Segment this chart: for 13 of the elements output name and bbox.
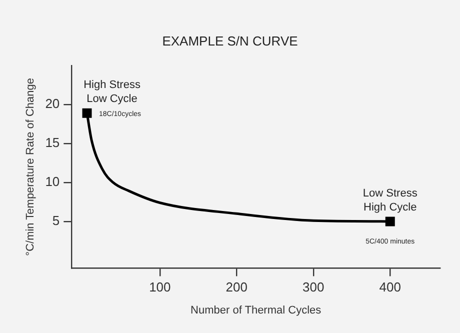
y-axis-title: °C/min Temperature Rate of Change bbox=[24, 78, 37, 256]
y-tick-label: 20 bbox=[45, 96, 60, 112]
y-tick-label: 10 bbox=[45, 174, 60, 190]
y-tick-label: 5 bbox=[52, 213, 60, 228]
x-tick-label: 300 bbox=[302, 280, 324, 295]
x-tick-label: 200 bbox=[226, 280, 248, 295]
annotation: High Stress Low Cycle bbox=[84, 79, 141, 106]
y-tick-label: 15 bbox=[45, 135, 60, 150]
x-tick-label: 100 bbox=[149, 280, 171, 295]
x-axis-title: Number of Thermal Cycles bbox=[190, 304, 322, 316]
x-tick-label: 400 bbox=[379, 280, 401, 295]
annotation: Low Stress High Cycle bbox=[362, 187, 418, 214]
chart-title: EXAMPLE S/N CURVE bbox=[162, 33, 298, 48]
